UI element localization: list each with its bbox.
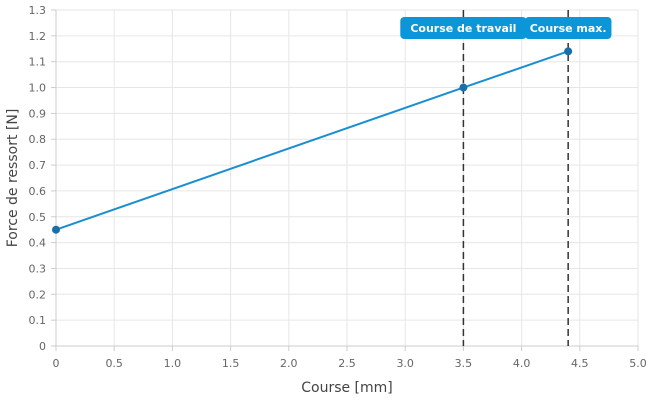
x-tick-label: 1.0 xyxy=(164,357,182,370)
y-tick-label: 0.3 xyxy=(29,262,47,275)
y-tick-label: 1.2 xyxy=(29,30,47,43)
x-tick-labels: 0 0.5 1.0 1.5 2.0 2.5 3.0 3.5 4.0 4.5 5.0 xyxy=(53,357,647,370)
grid xyxy=(51,9,639,351)
series xyxy=(52,47,573,234)
annotation-lines xyxy=(462,10,569,346)
y-tick-label: 1.3 xyxy=(29,4,47,17)
x-axis-title: Course [mm] xyxy=(301,380,393,396)
y-tick-label: 0.1 xyxy=(29,314,47,327)
x-tick-label: 0 xyxy=(53,357,60,370)
y-tick-label: 0 xyxy=(39,340,46,353)
x-tick-label: 3.5 xyxy=(455,357,473,370)
y-axis-title: Force de ressort [N] xyxy=(5,109,21,248)
y-tick-label: 1.0 xyxy=(29,82,47,95)
annotation-label-box xyxy=(400,17,527,39)
annotation-label: Course max. xyxy=(530,22,607,35)
annotation-labels: Course de travail Course max. xyxy=(400,17,612,39)
x-tick-label: 0.5 xyxy=(105,357,123,370)
data-point xyxy=(564,47,573,56)
y-tick-label: 0.7 xyxy=(29,159,47,172)
annotation-label: Course de travail xyxy=(410,22,516,35)
y-tick-label: 0.5 xyxy=(29,211,47,224)
y-tick-label: 0.2 xyxy=(29,288,47,301)
y-tick-label: 1.1 xyxy=(29,56,47,69)
data-point xyxy=(52,225,60,234)
y-tick-label: 0.9 xyxy=(29,107,47,120)
annotation-label-box xyxy=(524,17,612,39)
x-tick-label: 3.0 xyxy=(396,357,414,370)
y-tick-label: 0.8 xyxy=(29,133,47,146)
data-point xyxy=(459,83,468,92)
x-tick-label: 4.5 xyxy=(571,357,589,370)
y-tick-label: 0.6 xyxy=(29,185,47,198)
y-tick-labels: 0 0.1 0.2 0.3 0.4 0.5 0.6 0.7 0.8 0.9 1.0 1.1 1.2 1.3 xyxy=(29,4,47,353)
axes xyxy=(55,10,638,347)
x-tick-label: 2.0 xyxy=(280,357,298,370)
y-tick-label: 0.4 xyxy=(29,237,47,250)
x-tick-label: 4.0 xyxy=(513,357,531,370)
x-tick-label: 1.5 xyxy=(222,357,240,370)
x-tick-label: 5.0 xyxy=(629,357,647,370)
x-tick-label: 2.5 xyxy=(338,357,356,370)
series-line xyxy=(55,50,569,231)
